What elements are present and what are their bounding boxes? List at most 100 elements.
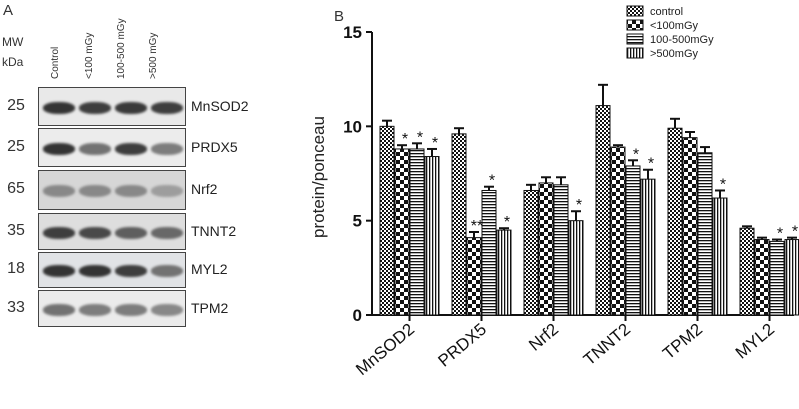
bar	[538, 182, 554, 316]
panel-letter-a: A	[3, 2, 14, 19]
legend-swatch	[626, 5, 644, 17]
blot-band	[79, 303, 111, 316]
blot-band	[151, 226, 183, 239]
mw-value: 25	[7, 137, 25, 155]
significance-marker: *	[402, 131, 408, 148]
blot-band	[115, 101, 147, 114]
blot-band	[43, 142, 75, 155]
bar	[481, 189, 497, 316]
blot-band	[115, 185, 147, 197]
blot-band	[151, 142, 183, 155]
blot-row	[38, 87, 186, 126]
bars: * * ********** *	[379, 83, 799, 316]
bar	[466, 237, 482, 316]
y-axis: 0 5 10 15	[343, 23, 373, 325]
significance-marker: *	[432, 135, 438, 152]
legend-label: 100-500mGy	[650, 34, 714, 46]
blot-band	[43, 185, 75, 197]
bar	[394, 148, 410, 316]
y-tick-label: 0	[353, 306, 362, 325]
blot-band	[115, 142, 147, 155]
mw-value: 65	[7, 180, 25, 197]
legend: control <100mGy 100-500mGy >500mGy	[626, 5, 714, 60]
bar	[409, 148, 425, 316]
bar	[667, 127, 683, 316]
significance-marker: **	[471, 218, 483, 235]
protein-name: Nrf2	[191, 181, 218, 197]
bar	[769, 240, 785, 316]
bar	[451, 133, 467, 316]
significance-marker: *	[633, 146, 639, 163]
protein-name: TPM2	[191, 299, 229, 316]
bar	[682, 137, 698, 316]
blot-band	[79, 265, 111, 277]
lane-label: <100 mGy	[84, 32, 95, 79]
lane-label: 100-500 mGy	[116, 18, 127, 79]
lane-label: >500 mGy	[148, 32, 159, 79]
protein-name: MnSOD2	[191, 97, 249, 114]
blot-row	[38, 213, 186, 250]
significance-marker: *	[648, 156, 654, 173]
blot-row	[38, 252, 186, 288]
y-tick-label: 5	[353, 212, 362, 231]
blot-band	[79, 101, 111, 114]
bar	[553, 184, 569, 316]
blot-band	[43, 226, 75, 239]
blot-band	[43, 303, 75, 316]
bar	[424, 156, 440, 316]
bar	[610, 146, 626, 316]
mw-value: 33	[7, 298, 25, 316]
x-tick-label: MYL2	[732, 320, 778, 363]
x-axis: MnSOD2 PRDX5 Nrf2 TNNT2 TPM2 MYL2	[352, 314, 794, 379]
significance-marker: *	[792, 224, 798, 241]
bar	[523, 189, 539, 316]
mw-label: MW	[2, 35, 24, 49]
blot-band	[115, 226, 147, 239]
blot-row	[38, 170, 186, 210]
x-tick-label: TNNT2	[580, 320, 634, 370]
protein-name: MYL2	[191, 261, 228, 277]
mw-value: 18	[7, 260, 25, 277]
significance-marker: *	[720, 176, 726, 193]
significance-marker: *	[576, 197, 582, 214]
significance-marker: *	[489, 173, 495, 190]
protein-name: TNNT2	[191, 222, 237, 239]
bar	[739, 227, 755, 316]
panel-letter-b: B	[334, 8, 344, 25]
legend-label: >500mGy	[650, 48, 698, 60]
bar-chart: B protein/ponceau 0 5 10 15 MnSOD2 PRDX5 Nrf2…	[309, 5, 799, 379]
blot-band	[43, 265, 75, 277]
bar	[784, 239, 799, 316]
legend-swatch	[626, 47, 644, 59]
significance-marker: *	[417, 129, 423, 146]
blot-band	[79, 185, 111, 197]
blot-band	[151, 303, 183, 316]
bar	[754, 239, 770, 316]
significance-marker: *	[777, 226, 783, 243]
x-tick-label: MnSOD2	[352, 320, 418, 379]
bar	[595, 105, 611, 316]
blot-band	[115, 265, 147, 277]
blot-band	[79, 226, 111, 239]
blot-band	[115, 303, 147, 316]
y-tick-label: 15	[343, 23, 362, 42]
x-tick-label: Nrf2	[525, 320, 562, 355]
bar	[496, 229, 512, 316]
legend-swatch	[626, 33, 644, 45]
bar	[640, 178, 656, 316]
blot-band	[79, 142, 111, 155]
blot-row	[38, 290, 186, 327]
bar	[379, 125, 395, 316]
bar	[625, 165, 641, 316]
x-tick-label: PRDX5	[434, 320, 490, 371]
y-tick-label: 10	[343, 117, 362, 136]
blot-band	[151, 101, 183, 114]
bar	[568, 220, 584, 316]
blot-band	[151, 265, 183, 277]
mw-value: 35	[7, 221, 25, 239]
bar	[697, 152, 713, 316]
significance-marker: *	[504, 214, 510, 231]
blot-band	[43, 101, 75, 114]
blot-row	[38, 128, 186, 167]
legend-label: <100mGy	[650, 20, 698, 32]
